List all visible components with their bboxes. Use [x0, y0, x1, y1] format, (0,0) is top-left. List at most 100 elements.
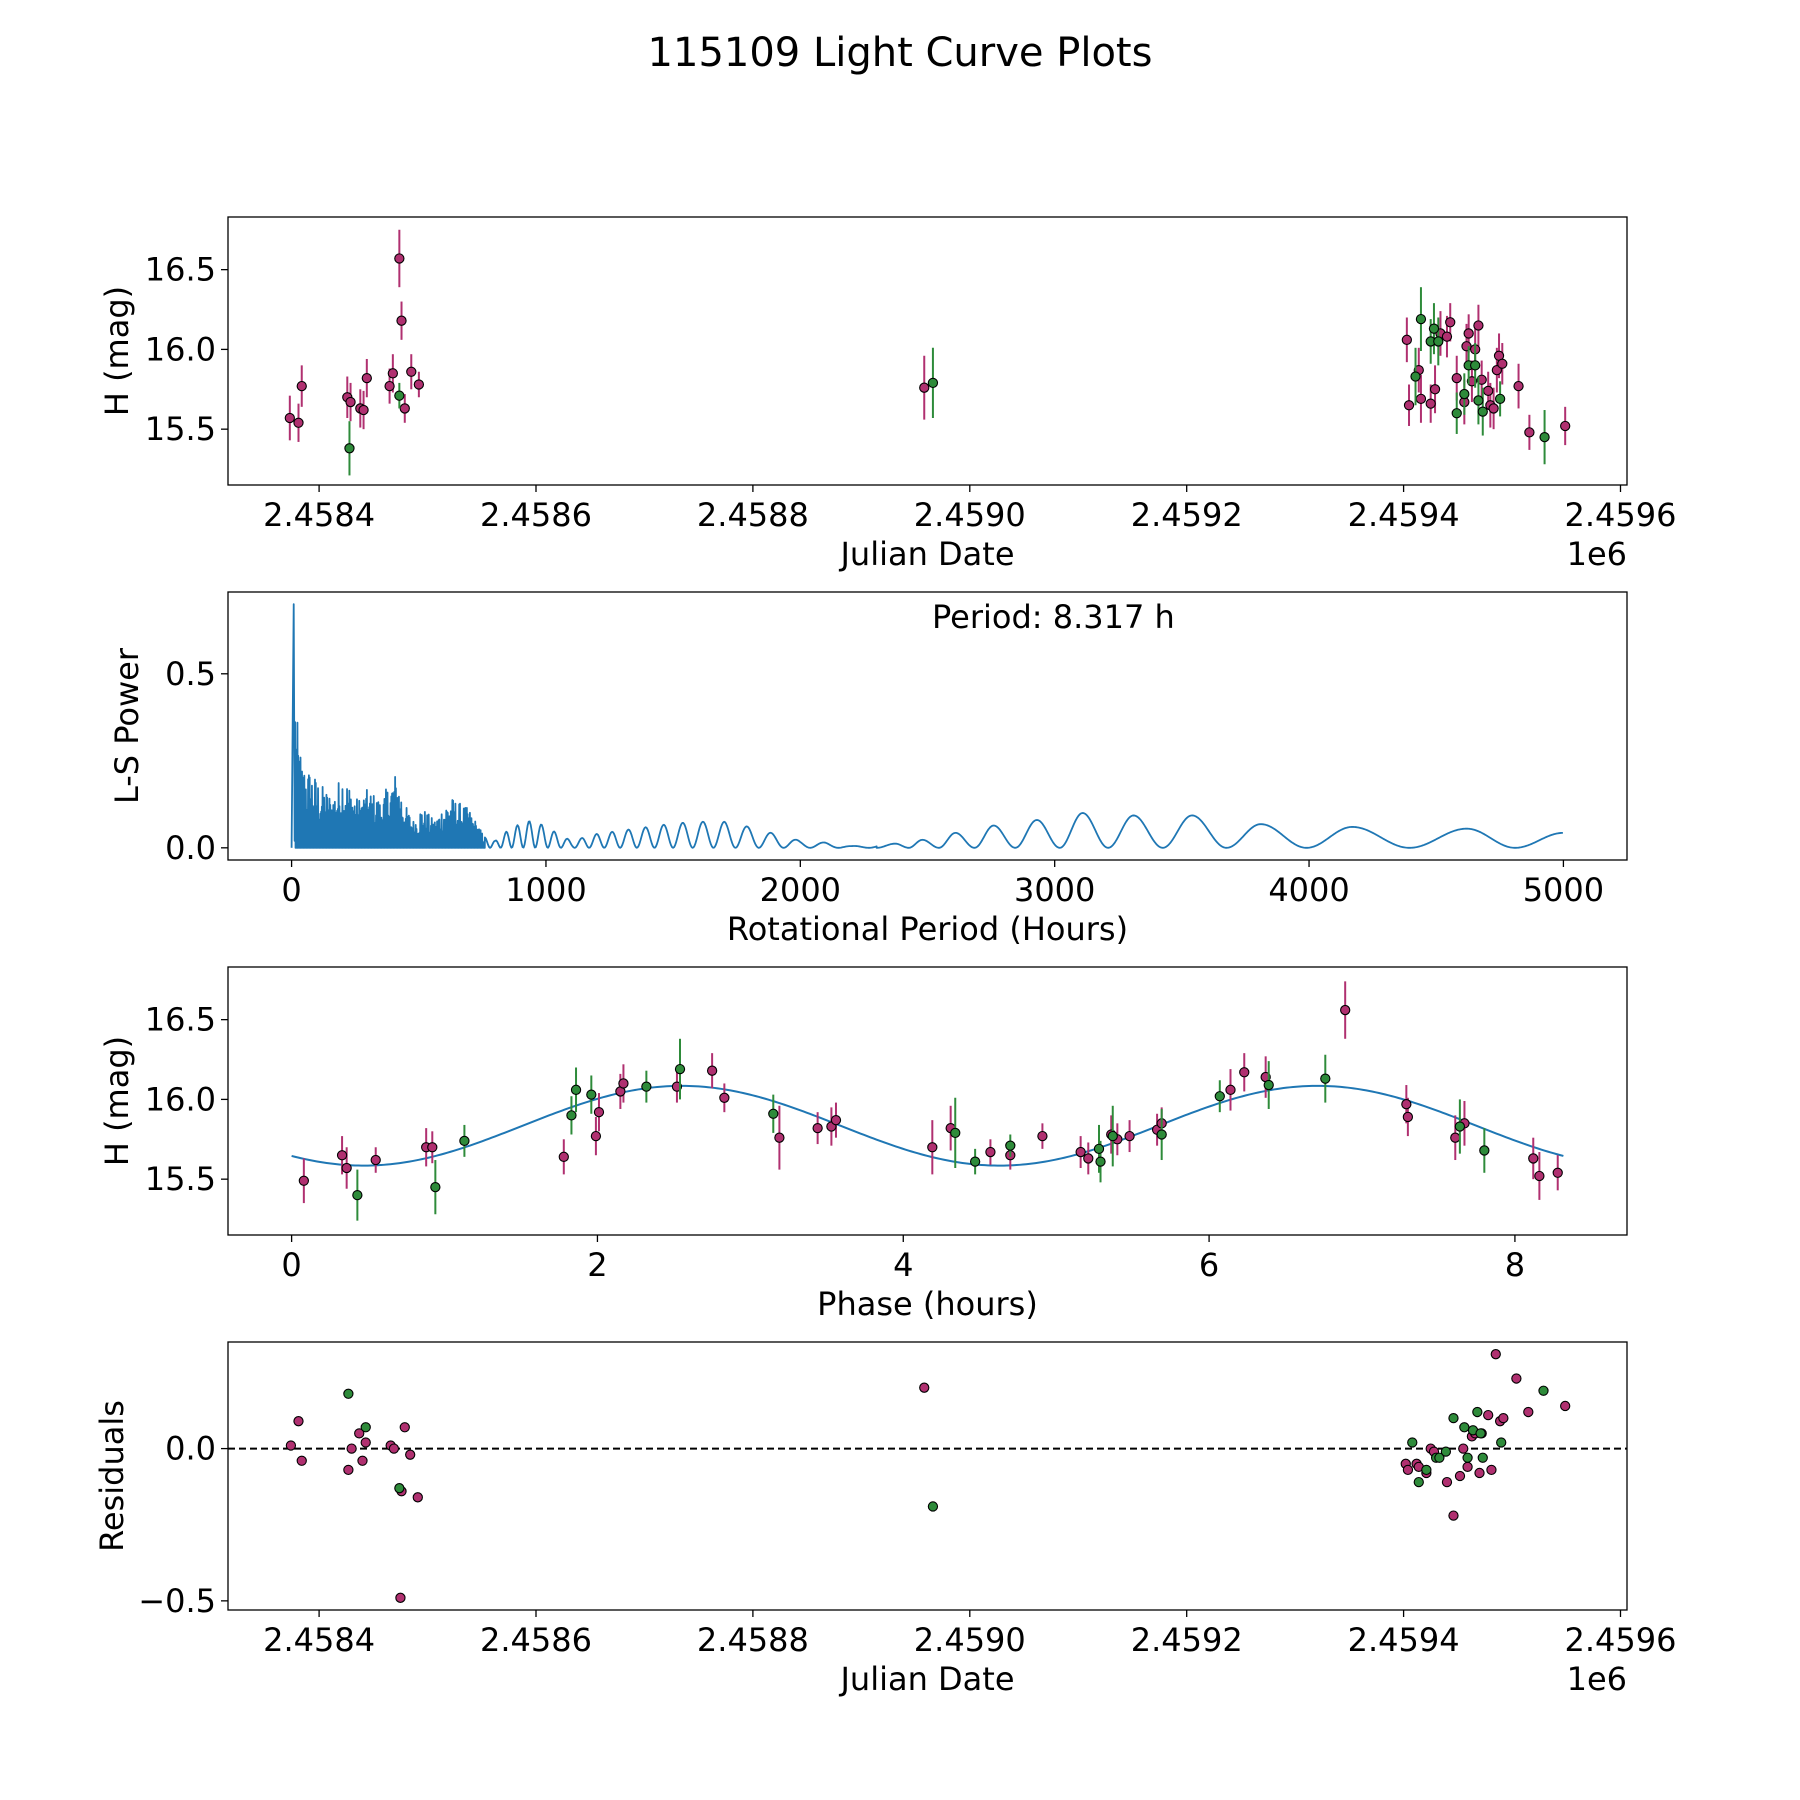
residuals-series-1	[343, 1385, 1549, 1512]
phasecurve-model-curve	[291, 1084, 1564, 1167]
phasecurve-point-1-3	[566, 1110, 577, 1121]
lightcurve-point-0-25	[1451, 372, 1462, 384]
lightcurve-point-1-6	[1428, 323, 1440, 334]
phasecurve-point-1-2	[459, 1135, 470, 1147]
lightcurve-point-0-2	[296, 380, 307, 392]
phasecurve-point-1-18	[1320, 1073, 1331, 1084]
phasecurve-point-1-4	[570, 1084, 582, 1095]
phasecurve-point-0-39	[1534, 1170, 1545, 1182]
phasecurve-point-0-34	[1401, 1099, 1412, 1110]
periodogram-axes-frame	[227, 591, 1628, 861]
lightcurve-plot-area	[284, 229, 1571, 476]
lightcurve-ytick-label-1: 16.0	[145, 330, 216, 368]
lightcurve-point-0-38	[1497, 358, 1508, 369]
lightcurve-axes-frame	[227, 216, 1628, 486]
lightcurve-point-0-21	[1429, 384, 1441, 395]
phasecurve-xtick-label-1: 2	[587, 1246, 607, 1284]
lightcurve-point-0-12	[399, 403, 410, 414]
lightcurve-point-0-41	[1560, 420, 1571, 432]
lightcurve-point-0-17	[1403, 400, 1415, 411]
residuals-point-1-12	[1462, 1452, 1473, 1463]
phasecurve-point-0-31	[1239, 1067, 1250, 1078]
lightcurve-xlabel: Julian Date	[838, 535, 1014, 573]
residuals-point-1-0	[343, 1388, 354, 1399]
phasecurve-point-0-33	[1340, 1004, 1351, 1016]
periodogram-xtick-label-4: 4000	[1268, 871, 1349, 909]
residuals-xtick-label-1: 2.4586	[480, 1621, 592, 1659]
lightcurve-point-1-15	[1539, 431, 1550, 443]
residuals-xtick-label-5: 2.4594	[1348, 1621, 1460, 1659]
residuals-point-0-25	[1454, 1470, 1466, 1482]
phasecurve-point-1-14	[1107, 1130, 1118, 1142]
residuals-panel: 2.4584 2.4586 2.4588 2.4590 2.4592 2.4594 2.45…	[93, 1341, 1677, 1698]
residuals-point-0-32	[1483, 1409, 1494, 1421]
phasecurve-point-0-13	[719, 1092, 730, 1103]
residuals-point-1-17	[1496, 1437, 1507, 1448]
periodogram-ylabel: L-S Power	[108, 647, 146, 804]
lightcurve-point-0-4	[345, 396, 356, 408]
lightcurve-xtick-label-3: 2.4590	[914, 496, 1026, 534]
lightcurve-panel: 2.4584 2.4586 2.4588 2.4590 2.4592 2.4594 2.45…	[98, 216, 1676, 573]
residuals-xtick-label-3: 2.4590	[914, 1621, 1026, 1659]
periodogram-ytick-label-0: 0.0	[165, 829, 216, 867]
residuals-point-0-34	[1490, 1349, 1501, 1360]
periodogram-xtick-label-1: 1000	[505, 871, 586, 909]
residuals-ytick-label-0: −0.5	[138, 1582, 216, 1620]
phasecurve-plot-area	[291, 981, 1564, 1221]
phasecurve-point-0-24	[1083, 1153, 1094, 1164]
lightcurve-xtick-label-0: 2.4584	[263, 496, 375, 534]
lightcurve-xtick-label-2: 2.4588	[697, 496, 809, 534]
phasecurve-point-0-5	[427, 1142, 438, 1153]
phasecurve-point-0-22	[1037, 1130, 1048, 1142]
periodogram-annotation: Period: 8.317 h	[932, 598, 1175, 636]
lightcurve-point-0-39	[1513, 380, 1524, 392]
residuals-point-1-3	[927, 1501, 939, 1512]
lightcurve-point-0-8	[384, 380, 395, 392]
residuals-point-0-5	[354, 1428, 365, 1439]
periodogram-power-line	[290, 603, 1563, 849]
lightcurve-point-0-23	[1441, 331, 1453, 342]
residuals-point-0-10	[395, 1592, 406, 1603]
lightcurve-point-1-14	[1494, 393, 1506, 405]
residuals-point-0-24	[1448, 1510, 1459, 1521]
lightcurve-point-0-15	[919, 382, 930, 393]
phasecurve-point-0-18	[927, 1142, 938, 1153]
phasecurve-point-0-35	[1402, 1111, 1414, 1123]
residuals-point-0-12	[399, 1422, 410, 1433]
residuals-plot-area	[228, 1349, 1627, 1603]
phasecurve-point-0-1	[336, 1150, 348, 1161]
phasecurve-point-0-8	[593, 1107, 605, 1118]
lightcurve-point-0-7	[361, 372, 372, 384]
lightcurve-point-0-16	[1401, 334, 1412, 345]
lightcurve-point-1-3	[1410, 371, 1421, 382]
lightcurve-point-1-7	[1433, 336, 1444, 347]
residuals-point-1-2	[394, 1483, 405, 1494]
residuals-point-0-7	[360, 1437, 371, 1448]
lightcurve-xtick-label-4: 2.4592	[1131, 496, 1243, 534]
residuals-xlabel: Julian Date	[838, 1660, 1014, 1698]
phasecurve-point-0-0	[298, 1175, 309, 1186]
lightcurve-point-0-27	[1461, 341, 1472, 352]
residuals-point-0-0	[285, 1440, 297, 1451]
residuals-point-0-4	[346, 1443, 357, 1454]
lightcurve-series-1	[344, 287, 1550, 476]
lightcurve-point-1-12	[1473, 395, 1484, 406]
phasecurve-xtick-label-2: 4	[893, 1246, 913, 1284]
lightcurve-point-1-2	[927, 377, 939, 389]
residuals-ylabel: Residuals	[93, 1400, 131, 1552]
residuals-xtick-label-6: 2.4596	[1565, 1621, 1677, 1659]
phasecurve-point-1-20	[1479, 1145, 1490, 1156]
lightcurve-point-1-13	[1477, 406, 1488, 417]
phasecurve-point-0-36	[1450, 1132, 1461, 1143]
phasecurve-ytick-label-1: 16.0	[145, 1080, 216, 1118]
residuals-point-0-26	[1458, 1443, 1469, 1454]
phasecurve-point-1-0	[352, 1189, 363, 1201]
residuals-xtick-label-2: 2.4588	[697, 1621, 809, 1659]
phasecurve-series-0	[298, 981, 1563, 1204]
residuals-x-offset-label: 1e6	[1567, 1660, 1627, 1698]
phasecurve-series-1	[352, 1038, 1490, 1221]
residuals-point-1-5	[1413, 1476, 1424, 1488]
phasecurve-point-0-30	[1225, 1084, 1236, 1095]
